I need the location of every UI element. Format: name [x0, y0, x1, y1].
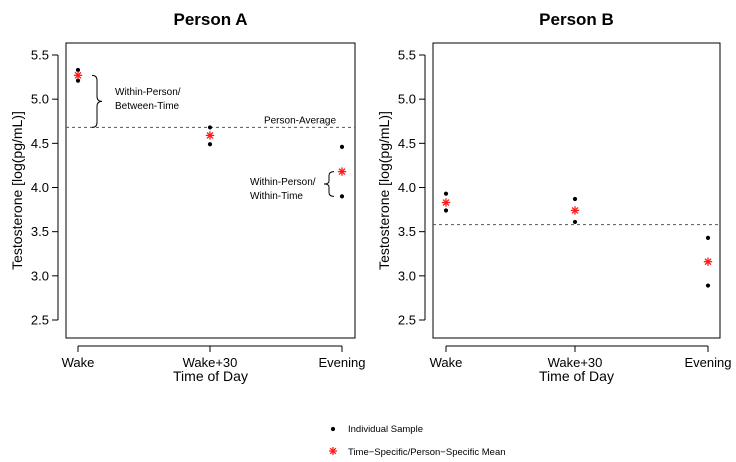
person-average-label: Person-Average	[264, 115, 337, 126]
x-axis-label: Time of Day	[173, 368, 248, 384]
asterisk-stroke	[338, 168, 346, 176]
mean-point	[205, 131, 215, 140]
x-axis-label: Time of Day	[539, 368, 614, 384]
y-tick-label: 3.5	[31, 224, 49, 239]
x-tick-label: Wake	[62, 355, 95, 370]
asterisk-stroke	[74, 71, 82, 79]
y-tick-label: 3.5	[398, 224, 416, 239]
sample-point	[572, 196, 578, 202]
y-tick-label: 5.5	[31, 48, 49, 63]
sample-point	[207, 125, 213, 130]
sample-point	[443, 191, 449, 196]
between-time-brace	[91, 74, 103, 128]
y-tick-label: 2.5	[31, 313, 49, 328]
sample-point	[705, 283, 711, 288]
sample-point	[75, 78, 81, 83]
x-tick-label: Evening	[685, 355, 732, 370]
y-tick-label: 4.0	[31, 180, 49, 195]
x-tick-label: Evening	[319, 355, 366, 370]
between-time-label: Within-Person/	[115, 87, 181, 98]
sample-point	[705, 235, 711, 240]
within-time-label: Within-Person/	[250, 177, 316, 188]
x-tick-label: Wake+30	[548, 355, 603, 370]
sample-point	[443, 208, 449, 213]
panel-b	[419, 42, 721, 352]
sample-point	[339, 194, 345, 199]
panel-a	[52, 42, 356, 352]
legend	[329, 426, 337, 455]
y-axis-label: Testosterone [log(pg/mL)]	[9, 111, 25, 270]
plot-frame	[432, 42, 721, 339]
x-tick-label: Wake+30	[183, 355, 238, 370]
chart-title: Person A	[173, 10, 247, 29]
asterisk-stroke	[571, 207, 579, 214]
chart-title: Person B	[539, 10, 614, 29]
plot-frame	[65, 42, 356, 339]
mean-point	[73, 71, 83, 80]
sample-point	[75, 67, 81, 73]
within-time-label: Within-Time	[250, 191, 303, 202]
y-axis-label: Testosterone [log(pg/mL)]	[376, 111, 392, 270]
legend-marker-dot	[330, 426, 336, 432]
asterisk-stroke	[329, 447, 337, 455]
asterisk-stroke	[206, 131, 214, 139]
y-tick-label: 5.0	[398, 92, 416, 107]
y-tick-label: 5.5	[398, 48, 416, 63]
y-tick-label: 3.0	[398, 268, 416, 283]
within-time-brace	[323, 171, 335, 197]
between-time-label: Between-Time	[115, 101, 180, 112]
asterisk-stroke	[442, 199, 450, 206]
legend-marker-asterisk	[329, 447, 337, 455]
mean-point	[570, 206, 580, 215]
sample-point	[339, 144, 345, 149]
y-tick-label: 4.5	[31, 136, 49, 151]
y-tick-label: 2.5	[398, 313, 416, 328]
asterisk-stroke	[704, 258, 712, 266]
legend-label: Individual Sample	[348, 424, 423, 435]
mean-point	[703, 257, 713, 266]
y-tick-label: 5.0	[31, 92, 49, 107]
x-tick-label: Wake	[430, 355, 463, 370]
mean-point	[441, 198, 451, 207]
y-tick-label: 3.0	[31, 268, 49, 283]
sample-point	[207, 142, 213, 147]
mean-point	[337, 167, 347, 176]
y-tick-label: 4.5	[398, 136, 416, 151]
sample-point	[572, 219, 578, 225]
y-tick-label: 4.0	[398, 180, 416, 195]
legend-label: Time−Specific/Person−Specific Mean	[348, 447, 506, 458]
